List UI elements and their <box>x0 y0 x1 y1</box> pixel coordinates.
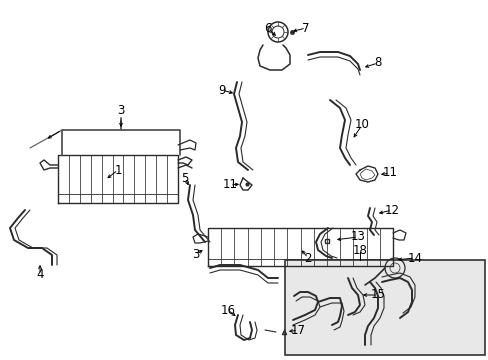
Text: 5: 5 <box>181 171 188 184</box>
Text: 6: 6 <box>264 22 271 35</box>
Text: 15: 15 <box>370 288 385 302</box>
Text: 16: 16 <box>220 303 235 316</box>
Text: 3: 3 <box>117 104 124 117</box>
Text: 11: 11 <box>222 179 237 192</box>
Text: 13: 13 <box>350 230 365 243</box>
Text: 17: 17 <box>290 324 305 337</box>
Text: 4: 4 <box>36 269 43 282</box>
Text: 1: 1 <box>114 163 122 176</box>
Text: 10: 10 <box>354 118 368 131</box>
Text: 7: 7 <box>302 22 309 35</box>
Text: 9: 9 <box>218 84 225 96</box>
Text: 8: 8 <box>373 57 381 69</box>
Text: 12: 12 <box>384 203 399 216</box>
Text: 14: 14 <box>407 252 422 265</box>
Bar <box>285 260 484 355</box>
Text: 2: 2 <box>304 252 311 265</box>
Text: 3: 3 <box>192 248 199 261</box>
Text: 18: 18 <box>352 243 366 256</box>
Text: 11: 11 <box>382 166 397 180</box>
